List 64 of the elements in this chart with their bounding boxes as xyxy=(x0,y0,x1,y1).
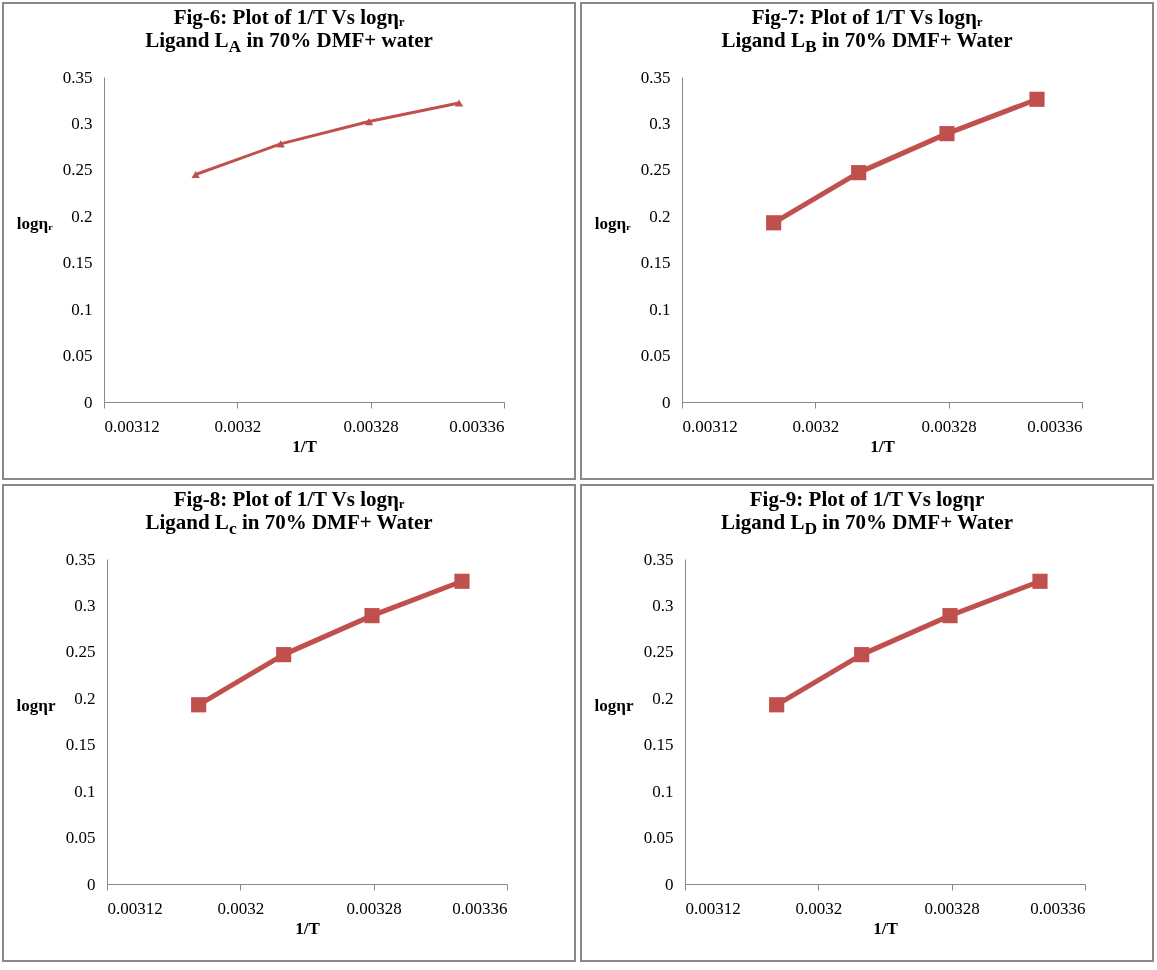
y-tick-label: 0.15 xyxy=(65,735,96,755)
y-tick-label: 0.1 xyxy=(74,781,96,801)
x-axis-title: 1/T xyxy=(295,918,321,938)
x-tick-label: 0.00336 xyxy=(452,898,508,918)
x-axis-title: 1/T xyxy=(870,436,896,456)
chart-subtitle: Ligand L$_{A}$ in 70% DMF+ water xyxy=(145,28,433,57)
y-tick-label: 0.35 xyxy=(643,549,674,569)
y-tick-label: 0.35 xyxy=(62,67,93,87)
chart-subtitle: Ligand L$_{D}$ in 70% DMF+ Water xyxy=(721,510,1013,539)
x-tick-label: 0.00312 xyxy=(682,416,738,436)
y-tick-label: 0.1 xyxy=(71,299,93,319)
y-tick-label: 0.15 xyxy=(62,253,93,273)
x-axis-title: 1/T xyxy=(873,918,899,938)
y-tick-label: 0.05 xyxy=(65,828,96,848)
x-tick-label: 0.0032 xyxy=(214,416,262,436)
y-tick-label: 0.3 xyxy=(71,114,93,134)
chart-subtitle: Ligand L$_{B}$ in 70% DMF+ Water xyxy=(721,28,1013,57)
chart-title: Fig-6: Plot of 1/T Vs logηᵣ xyxy=(173,5,405,29)
x-tick-label: 0.00312 xyxy=(685,898,741,918)
y-tick-label: 0.35 xyxy=(640,67,671,87)
x-tick-label: 0.00328 xyxy=(924,898,980,918)
y-tick-label: 0 xyxy=(87,874,96,894)
chart-title: Fig-7: Plot of 1/T Vs logηᵣ xyxy=(751,5,983,29)
x-tick-label: 0.00328 xyxy=(346,898,402,918)
y-tick-label: 0.25 xyxy=(62,160,93,180)
x-tick-label: 0.00312 xyxy=(104,416,160,436)
y-tick-label: 0.3 xyxy=(74,596,96,616)
y-tick-label: 0.25 xyxy=(65,642,96,662)
x-tick-label: 0.0032 xyxy=(217,898,265,918)
y-tick-label: 0.15 xyxy=(640,253,671,273)
x-tick-label: 0.00336 xyxy=(1030,898,1086,918)
y-tick-label: 0.25 xyxy=(640,160,671,180)
y-axis-title: logηr xyxy=(16,695,56,715)
y-tick-label: 0 xyxy=(84,392,93,412)
x-tick-label: 0.00336 xyxy=(1027,416,1083,436)
y-tick-label: 0.25 xyxy=(643,642,674,662)
y-tick-label: 0.1 xyxy=(652,781,674,801)
y-tick-label: 0 xyxy=(662,392,671,412)
y-tick-label: 0 xyxy=(665,874,674,894)
y-tick-label: 0.05 xyxy=(640,346,671,366)
chart-title: Fig-9: Plot of 1/T Vs logηr xyxy=(749,487,985,511)
x-axis-title: 1/T xyxy=(292,436,318,456)
y-axis-title: logηr xyxy=(594,695,634,715)
y-tick-label: 0.15 xyxy=(643,735,674,755)
x-tick-label: 0.00336 xyxy=(449,416,505,436)
y-tick-label: 0.2 xyxy=(71,206,93,226)
y-tick-label: 0.1 xyxy=(649,299,671,319)
x-tick-label: 0.00328 xyxy=(921,416,977,436)
y-tick-label: 0.35 xyxy=(65,549,96,569)
y-tick-label: 0.2 xyxy=(74,688,96,708)
x-tick-label: 0.0032 xyxy=(792,416,840,436)
y-tick-label: 0.3 xyxy=(649,114,671,134)
chart-subtitle: Ligand L$_{c}$ in 70% DMF+ Water xyxy=(145,510,433,539)
y-tick-label: 0.2 xyxy=(652,688,674,708)
y-tick-label: 0.3 xyxy=(652,596,674,616)
y-tick-label: 0.05 xyxy=(643,828,674,848)
chart-title: Fig-8: Plot of 1/T Vs logηᵣ xyxy=(173,487,405,511)
x-tick-label: 0.0032 xyxy=(795,898,843,918)
x-tick-label: 0.00312 xyxy=(107,898,163,918)
x-tick-label: 0.00328 xyxy=(343,416,399,436)
y-axis-title: logηᵣ xyxy=(16,213,54,233)
y-tick-label: 0.05 xyxy=(62,346,93,366)
y-tick-label: 0.2 xyxy=(649,206,671,226)
y-axis-title: logηᵣ xyxy=(594,213,632,233)
